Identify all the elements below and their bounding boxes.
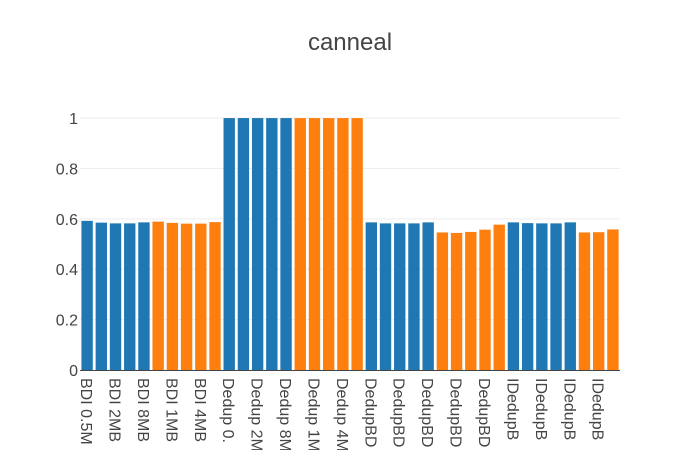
- bar: [479, 229, 491, 370]
- x-tick-label: DedupBD: [475, 378, 492, 447]
- y-tick-label: 0.2: [56, 313, 78, 330]
- x-tick-label: IDedupB: [532, 378, 549, 440]
- bars: [81, 118, 619, 371]
- bar: [152, 221, 164, 370]
- bar: [436, 232, 449, 370]
- x-axis-tick-labels: BDI 0.5M BDI 2MB BDI 8MB BDI 1MB BDI 4MB Dedu…: [77, 378, 606, 450]
- bar: [308, 118, 321, 370]
- bar: [379, 223, 392, 370]
- x-tick-label: BDI 1MB: [162, 378, 179, 442]
- bar: [337, 118, 349, 370]
- bar: [550, 223, 562, 370]
- bar: [408, 223, 420, 370]
- bar: [166, 222, 179, 370]
- bar: [138, 222, 150, 370]
- x-tick-label: Dedup 4M: [333, 378, 350, 450]
- bar: [536, 223, 548, 370]
- bar: [394, 223, 406, 370]
- x-tick-label: Dedup 8M: [276, 378, 293, 450]
- y-tick-label: 1: [69, 111, 78, 128]
- x-tick-label: BDI 4MB: [191, 378, 208, 442]
- bar: [564, 222, 576, 370]
- x-tick-label: BDI 0.5M: [77, 378, 94, 445]
- bar: [180, 223, 193, 370]
- bar: [351, 118, 363, 370]
- bar: [195, 223, 207, 370]
- bar: [294, 118, 306, 370]
- bar: [124, 223, 136, 370]
- bar: [266, 118, 278, 370]
- y-tick-label: 0.8: [56, 161, 78, 178]
- x-tick-label: DedupBD: [447, 378, 464, 447]
- bar: [109, 223, 122, 370]
- x-tick-label: IDedupB: [503, 378, 520, 440]
- bar: [323, 118, 335, 370]
- bar: [507, 222, 520, 370]
- y-tick-label: 0.6: [56, 212, 78, 229]
- bar: [223, 118, 235, 370]
- x-tick-label: Dedup 2M: [248, 378, 265, 450]
- x-tick-label: Dedup 1M: [304, 378, 321, 450]
- x-tick-label: DedupBD: [390, 378, 407, 447]
- bar: [493, 224, 505, 370]
- y-tick-label: 0: [69, 363, 78, 380]
- bar: [578, 232, 591, 370]
- bar: [593, 232, 605, 370]
- bar: [81, 220, 93, 370]
- bar: [209, 222, 221, 370]
- y-axis-tick-labels: 0 0.2 0.4 0.6 0.8 1: [56, 111, 78, 380]
- bar: [422, 222, 434, 370]
- x-tick-label: BDI 8MB: [134, 378, 151, 442]
- x-tick-label: Dedup 0.: [219, 378, 236, 443]
- x-tick-label: DedupBD: [418, 378, 435, 447]
- bar: [365, 222, 377, 370]
- x-tick-label: IDedupB: [560, 378, 577, 440]
- bar: [465, 231, 477, 370]
- y-tick-label: 0.4: [56, 262, 78, 279]
- bar: [95, 222, 107, 371]
- chart-title: canneal: [308, 29, 392, 56]
- x-tick-label: BDI 2MB: [106, 378, 123, 442]
- bar: [450, 232, 463, 370]
- bar: [280, 118, 292, 370]
- bar: [251, 118, 264, 370]
- x-tick-label: DedupBD: [361, 378, 378, 447]
- x-tick-label: IDedupB: [589, 378, 606, 440]
- bar: [607, 229, 619, 370]
- bar: [237, 118, 250, 370]
- bar: [521, 223, 534, 370]
